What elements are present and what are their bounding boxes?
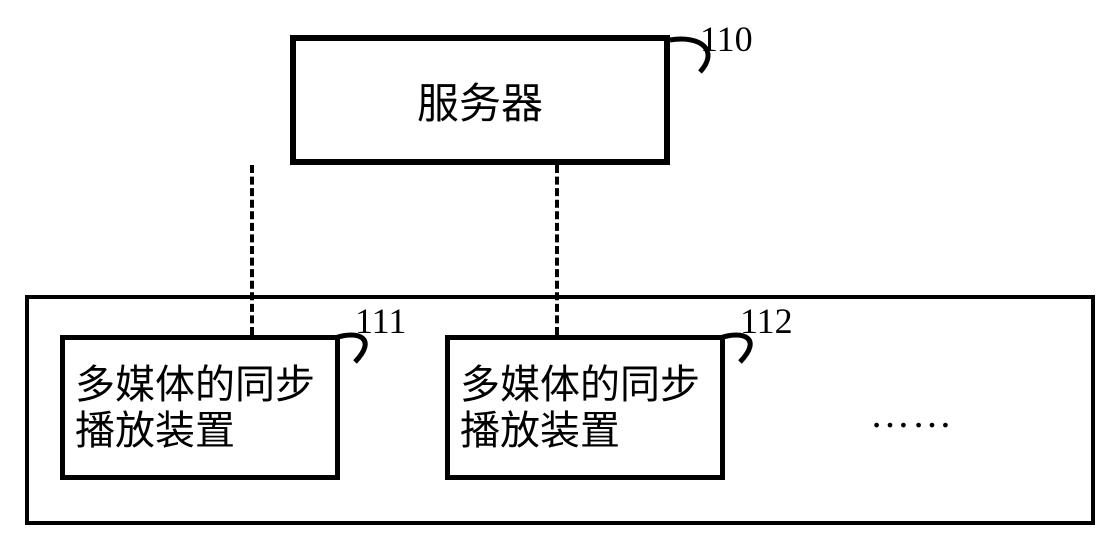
diagram-canvas: 服务器 110 多媒体的同步播放装置 111 多媒体的同步播放装置 112 …… xyxy=(0,0,1120,545)
device-2-label: 多媒体的同步播放装置 xyxy=(450,362,720,454)
device-box-1: 多媒体的同步播放装置 xyxy=(60,335,340,480)
device-box-2: 多媒体的同步播放装置 xyxy=(445,335,725,480)
device-2-ref-number: 112 xyxy=(740,300,793,342)
server-box: 服务器 xyxy=(290,35,670,165)
ellipsis: …… xyxy=(870,390,954,437)
server-ref-number: 110 xyxy=(700,18,753,60)
device-1-label: 多媒体的同步播放装置 xyxy=(65,362,335,454)
device-1-ref-number: 111 xyxy=(355,300,406,342)
server-label: 服务器 xyxy=(417,70,543,131)
